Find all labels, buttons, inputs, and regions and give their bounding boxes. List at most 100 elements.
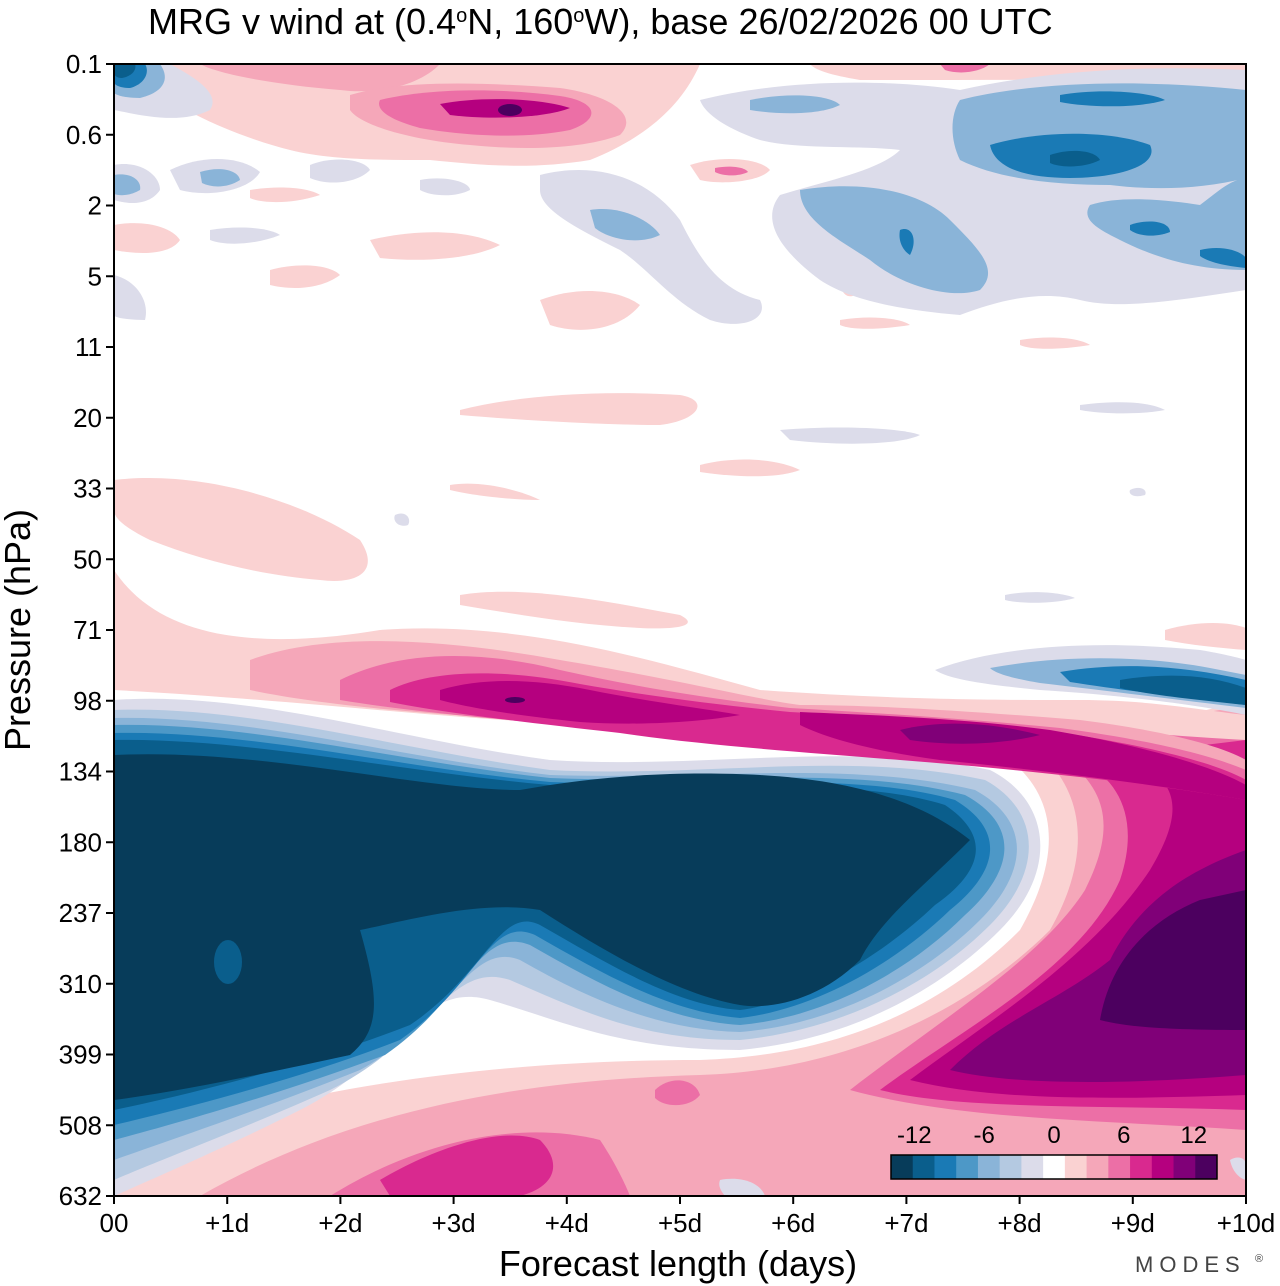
contour-pos10-band [440, 681, 740, 724]
y-axis-title: Pressure (hPa) [0, 509, 38, 751]
modes-logo: MODES [1135, 1252, 1246, 1277]
colorbar-swatch [999, 1155, 1022, 1179]
contour-neg10-wide4 [899, 229, 914, 255]
contour-neg6-wide2 [952, 83, 1246, 270]
contour-neg6-top-right2 [590, 209, 660, 241]
y-tick-label: 508 [59, 1110, 102, 1140]
y-tick-label: 180 [59, 827, 102, 857]
y-tick-label: 237 [59, 898, 102, 928]
contour-neg6-wide [750, 95, 840, 114]
colorbar-label: -12 [897, 1122, 932, 1149]
contour-pos8-lower [380, 1135, 554, 1196]
contour-pos2-strat4 [700, 459, 800, 477]
y-tick-label: 134 [59, 757, 102, 787]
colorbar-swatch [1130, 1155, 1153, 1179]
y-tick-label: 33 [73, 474, 102, 504]
contour-neg2-top-right [540, 170, 762, 324]
y-tick-label: 632 [59, 1181, 102, 1211]
contour-pos14-top [498, 104, 522, 116]
colorbar-swatch [977, 1155, 1001, 1179]
contour-neg10-wide3 [1130, 221, 1170, 236]
contour-neg2-mid1 [310, 159, 370, 183]
y-tick-label: 98 [73, 686, 102, 716]
contour-pos4-top [200, 64, 440, 92]
colorbar-swatch [1173, 1155, 1196, 1179]
contour-pos14-right [1100, 890, 1246, 1030]
colorbar-label: 6 [1117, 1122, 1130, 1149]
y-tick-label: 20 [73, 403, 102, 433]
contour-field [114, 64, 1246, 1196]
contour-neg2-strat2 [1080, 402, 1165, 414]
registered-mark: ® [1255, 1253, 1263, 1265]
colorbar-swatch [1108, 1155, 1131, 1179]
x-tick-label: +7d [884, 1208, 928, 1238]
x-tick-label: +9d [1111, 1208, 1155, 1238]
chart-title: MRG v wind at (0.4oN, 160oW), base 26/02… [148, 1, 1053, 42]
colorbar-swatch [1151, 1155, 1175, 1179]
x-tick-label: +4d [545, 1208, 589, 1238]
contour-pos2-strat3 [460, 393, 698, 425]
contour-neg14-ur [1120, 675, 1246, 705]
contour-neg2-mid2 [420, 178, 470, 196]
y-tick-label: 2 [88, 191, 102, 221]
contour-pos2-top10 [840, 317, 910, 329]
contour-neg14-topleft [114, 64, 136, 78]
y-tick-label: 0.6 [66, 120, 102, 150]
x-axis-title: Forecast length (days) [499, 1243, 857, 1284]
contour-neg12-hole [214, 940, 242, 984]
colorbar-frame [890, 1154, 1218, 1180]
contour-neg2-small3 [719, 1178, 765, 1196]
y-tick-label: 0.1 [66, 49, 102, 79]
contour-neg10-wide5 [1200, 247, 1246, 268]
contour-neg14-wide [1050, 150, 1100, 167]
contour-pos2-strat1 [114, 478, 368, 581]
x-tick-label: +2d [318, 1208, 362, 1238]
contour-neg2-strat3 [1005, 592, 1075, 603]
colorbar-swatch [934, 1155, 957, 1179]
contour-neg6-left3 [200, 169, 240, 187]
y-tick-label: 310 [59, 969, 102, 999]
contour-neg6-left2 [114, 174, 141, 196]
contour-pos6-top5 [715, 166, 748, 176]
colorbar-swatch [891, 1155, 914, 1179]
contour-neg2-left5 [210, 227, 280, 244]
colorbar-swatch [1043, 1155, 1066, 1179]
contour-pos2-top9 [270, 265, 340, 288]
contour-pos2-top6 [114, 223, 180, 253]
x-tick-label: +10d [1217, 1208, 1276, 1238]
contour-pos2-strat5 [1165, 623, 1246, 650]
contour-neg2-strat4 [1129, 487, 1146, 497]
colorbar-swatch [1086, 1155, 1109, 1179]
contour-pos2-top8 [540, 290, 640, 330]
x-tick-label: +6d [771, 1208, 815, 1238]
y-axis: 0.1 0.6 2 5 11 20 33 50 71 98 134 180 237 310 399 508 63… [59, 49, 114, 1211]
contour-pos12-band [900, 723, 1040, 744]
colorbar-swatch [1195, 1155, 1218, 1179]
contour-neg2-strat1 [780, 427, 920, 444]
colorbar [890, 1154, 1218, 1180]
colorbar-swatch [956, 1155, 979, 1179]
colorbar-swatch [912, 1155, 935, 1179]
x-tick-label: +3d [432, 1208, 476, 1238]
contour-neg2-small2 [1230, 1157, 1246, 1180]
contour-pos2-strat6 [450, 483, 540, 500]
x-tick-label: +5d [658, 1208, 702, 1238]
contour-neg14-core [114, 754, 970, 1100]
contour-neg6-wide3 [800, 186, 989, 294]
colorbar-label: -6 [973, 1122, 994, 1149]
contour-pos6-top3 [940, 64, 990, 73]
colorbar-swatch [1021, 1155, 1044, 1179]
contour-pos14-band [505, 697, 525, 703]
x-axis: 00 +1d +2d +3d +4d +5d +6d +7d +8d +9d +10d [100, 1196, 1276, 1238]
x-tick-label: +1d [205, 1208, 249, 1238]
x-tick-label: 00 [100, 1208, 129, 1238]
y-tick-label: 11 [75, 332, 102, 362]
contour-pos2-top7 [370, 232, 500, 260]
contour-neg6-right-edge [1225, 128, 1246, 160]
contour-neg10-wide2 [1060, 91, 1165, 107]
contour-neg2-small1 [394, 513, 410, 526]
colorbar-label: 12 [1180, 1122, 1207, 1149]
colorbar-swatch [1064, 1155, 1088, 1179]
contour-pos2-strat2 [460, 591, 688, 629]
